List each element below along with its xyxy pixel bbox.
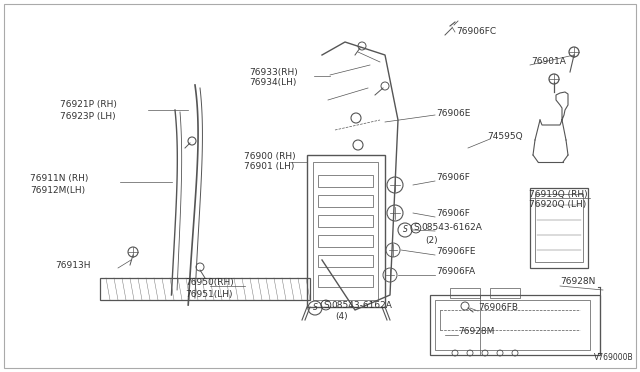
Text: 76906F: 76906F: [436, 173, 470, 183]
Text: 76934(LH): 76934(LH): [249, 78, 296, 87]
Text: 76906F: 76906F: [436, 209, 470, 218]
Text: S: S: [413, 224, 419, 232]
Bar: [313, 162, 378, 300]
Bar: [530, 188, 588, 268]
Text: 76921P (RH): 76921P (RH): [60, 100, 117, 109]
Bar: [435, 300, 590, 350]
Bar: [535, 194, 583, 262]
Text: 76901A: 76901A: [531, 58, 566, 67]
Text: 76906E: 76906E: [436, 109, 470, 118]
Text: 74595Q: 74595Q: [487, 132, 523, 141]
Text: 76919Q (RH): 76919Q (RH): [529, 189, 588, 199]
Bar: [490, 288, 520, 298]
Text: S: S: [323, 301, 329, 310]
Text: 76906FE: 76906FE: [436, 247, 476, 257]
Text: 08543-6162A: 08543-6162A: [421, 224, 482, 232]
Text: 76913H: 76913H: [55, 260, 90, 269]
Text: 76920Q (LH): 76920Q (LH): [529, 201, 586, 209]
Bar: [100, 278, 310, 300]
Bar: [430, 295, 600, 355]
Text: 76928M: 76928M: [458, 327, 494, 337]
Text: 76928N: 76928N: [560, 278, 595, 286]
Text: 76950(RH): 76950(RH): [185, 279, 234, 288]
Bar: [307, 155, 385, 307]
Text: 76906FB: 76906FB: [478, 304, 518, 312]
Text: 76906FA: 76906FA: [436, 266, 475, 276]
Text: V769000B: V769000B: [594, 353, 634, 362]
Text: 76923P (LH): 76923P (LH): [60, 112, 116, 121]
Text: S: S: [403, 225, 408, 234]
Text: 76901 (LH): 76901 (LH): [244, 163, 294, 171]
Text: 76933(RH): 76933(RH): [249, 67, 298, 77]
Bar: [318, 175, 373, 187]
Text: 76951(LH): 76951(LH): [185, 289, 232, 298]
Text: (4): (4): [335, 312, 348, 321]
Text: 76906FC: 76906FC: [456, 26, 496, 35]
Text: 76911N (RH): 76911N (RH): [30, 173, 88, 183]
Text: S: S: [312, 304, 317, 312]
Text: 08543-6162A: 08543-6162A: [331, 301, 392, 310]
Bar: [318, 235, 373, 247]
Text: 76900 (RH): 76900 (RH): [244, 151, 296, 160]
Text: (2): (2): [425, 235, 438, 244]
Bar: [318, 275, 373, 287]
Bar: [318, 255, 373, 267]
Text: 76912M(LH): 76912M(LH): [30, 186, 85, 195]
Bar: [450, 288, 480, 298]
Bar: [318, 195, 373, 207]
Bar: [318, 215, 373, 227]
